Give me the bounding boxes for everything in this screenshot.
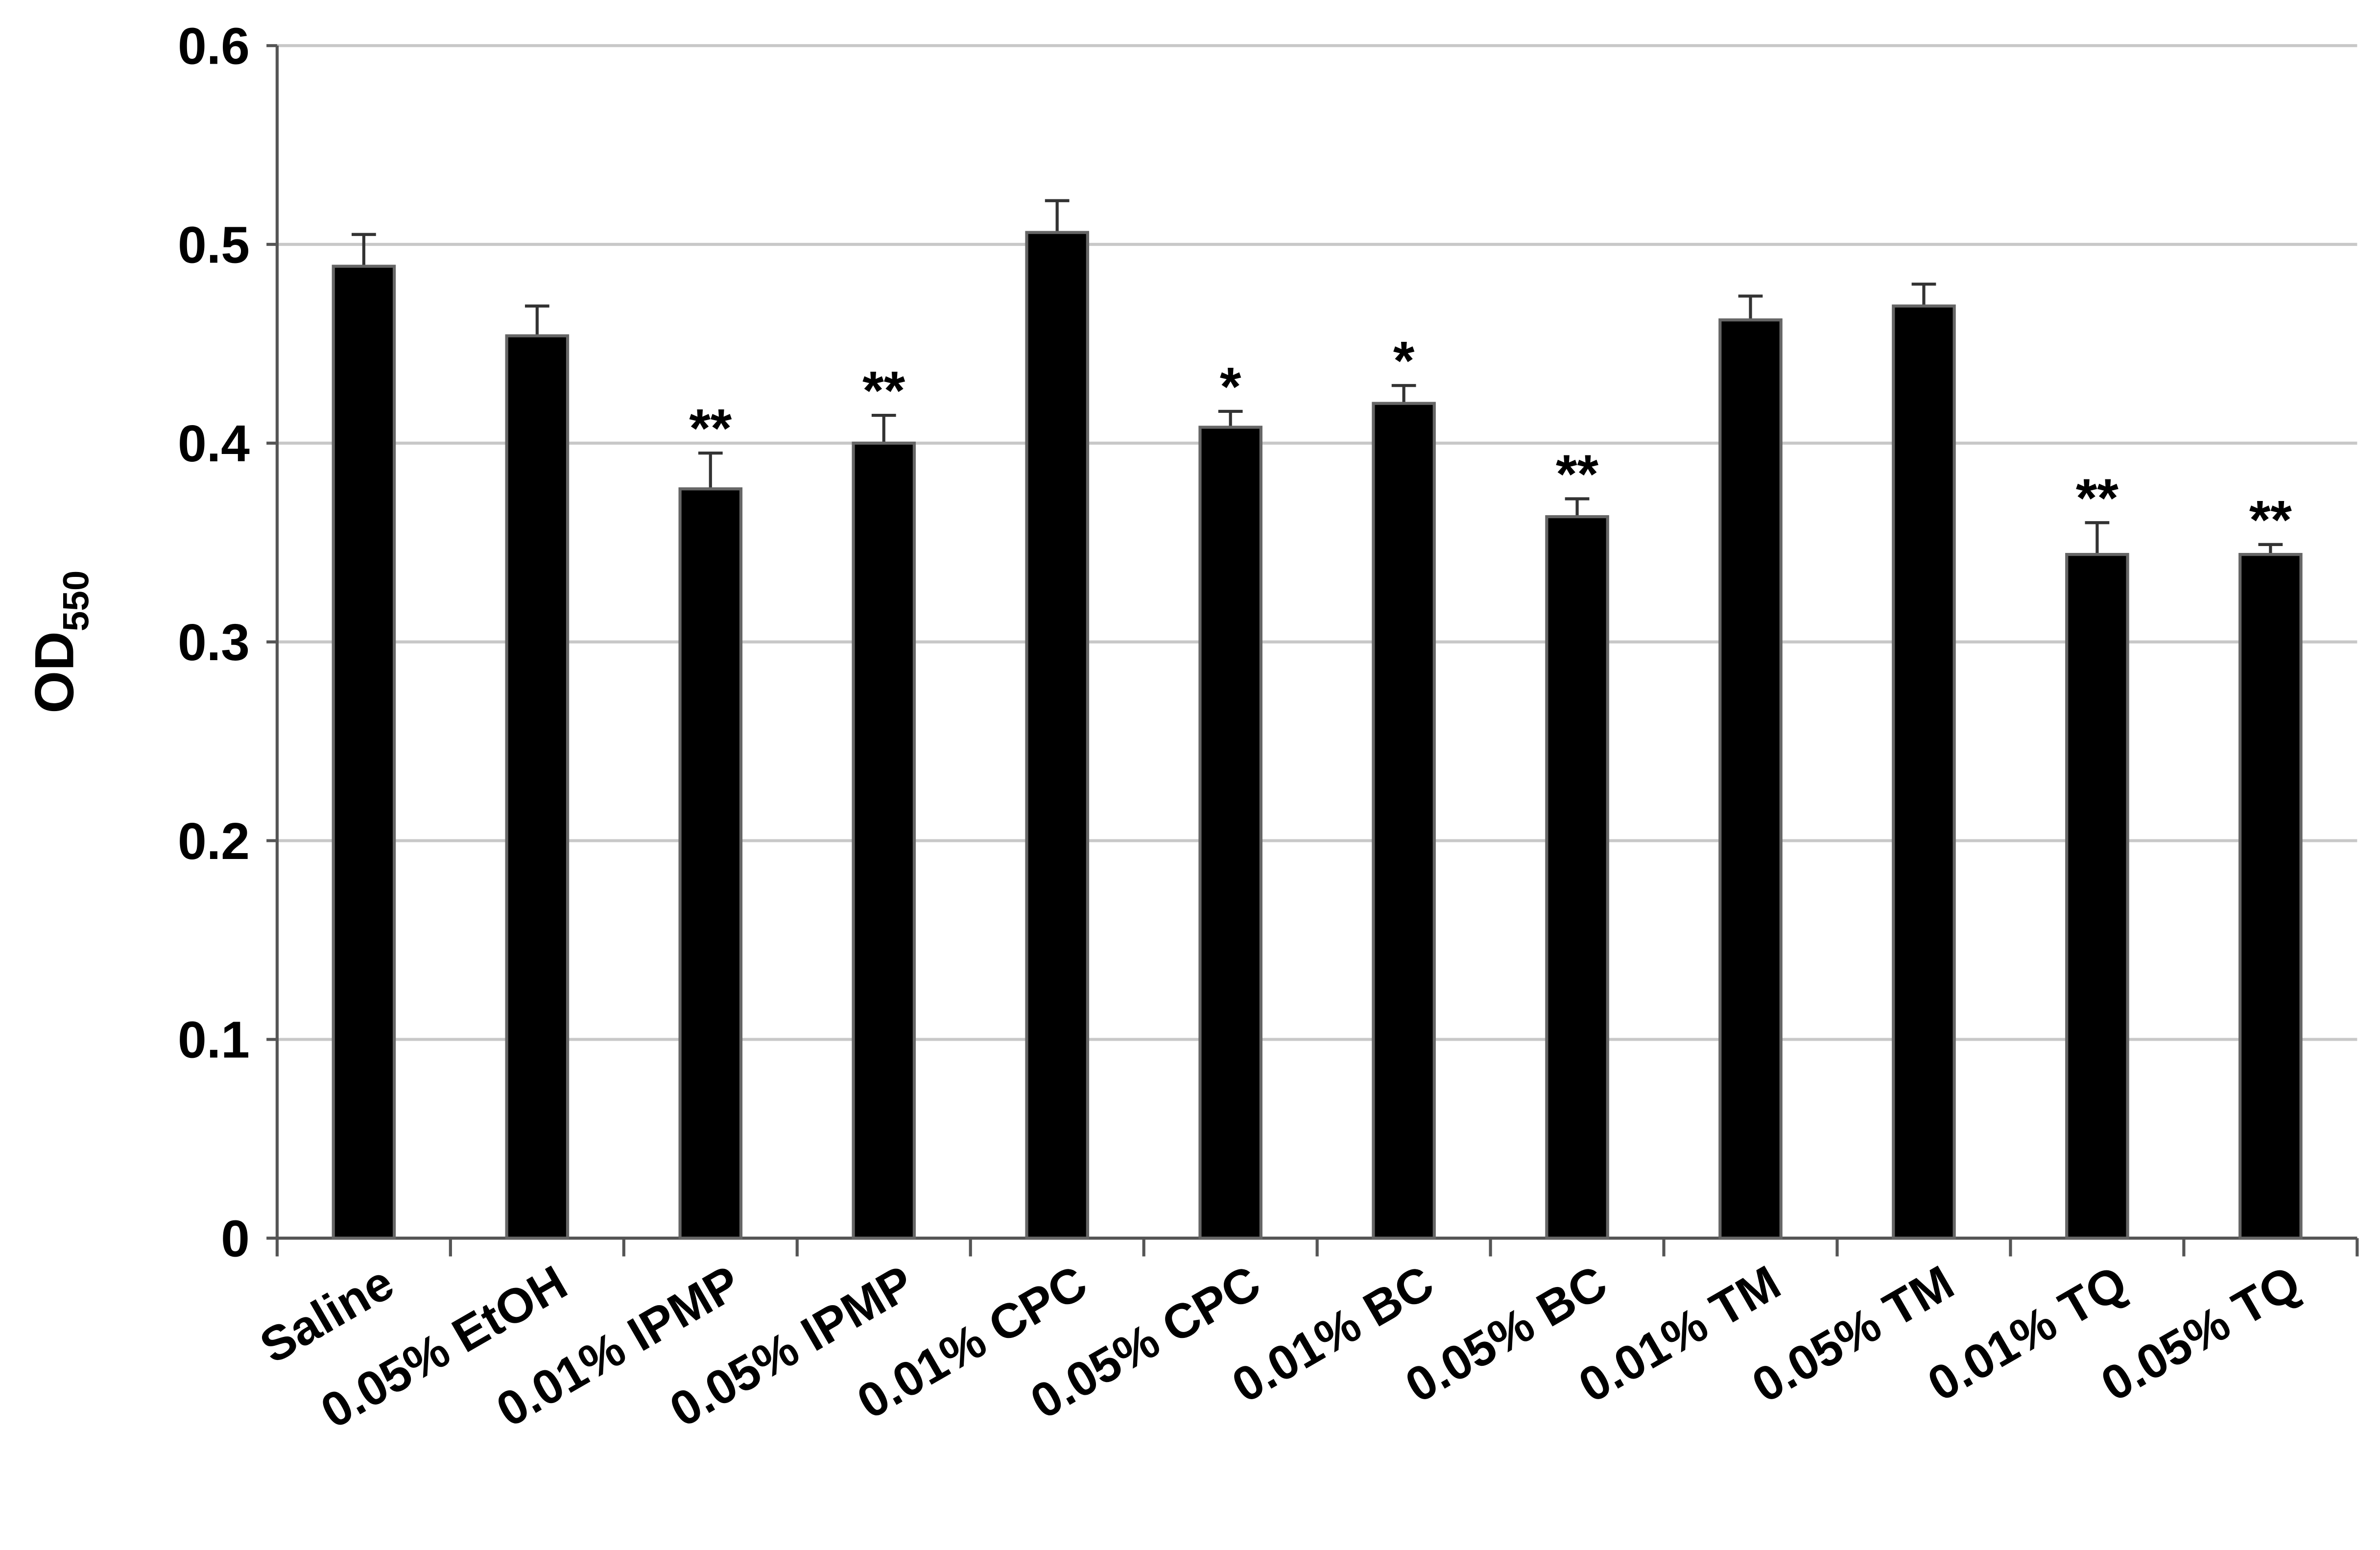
x-tick-label-group: 0.05% TQ [2092, 1255, 2309, 1412]
bar [678, 487, 743, 1240]
x-tick-label: 0.01% TQ [1919, 1255, 2136, 1412]
x-tick-label-group: 0.01% TQ [1919, 1255, 2136, 1412]
significance-label: ** [862, 360, 905, 421]
svg-text:OD550: OD550 [24, 571, 96, 714]
bar [1718, 318, 1783, 1240]
y-tick-label: 0.6 [178, 18, 250, 75]
significance-label: * [1220, 356, 1241, 417]
y-tick-label: 0.4 [178, 415, 250, 473]
x-tick-label: 0.05% TQ [2092, 1255, 2309, 1412]
bar [1372, 402, 1436, 1240]
y-axis-title-text: OD [24, 631, 85, 714]
y-tick-label: 0.5 [178, 216, 250, 274]
bar [1545, 515, 1609, 1240]
significance-label: ** [689, 398, 732, 459]
significance-label: ** [2249, 489, 2292, 550]
y-tick-label: 0.1 [178, 1011, 250, 1069]
y-tick-label: 0.3 [178, 614, 250, 671]
bar [1892, 304, 1956, 1240]
significance-label: * [1393, 330, 1415, 391]
bar [1025, 231, 1090, 1240]
bar [852, 441, 916, 1240]
bar [505, 334, 570, 1240]
significance-label: ** [2076, 467, 2119, 528]
bar [1198, 426, 1262, 1240]
y-axis-title-subscript: 550 [55, 571, 96, 631]
y-tick-label: 0 [221, 1210, 250, 1268]
bar [2065, 553, 2129, 1240]
bar [2238, 553, 2303, 1240]
significance-label: ** [1556, 443, 1599, 504]
y-tick-label: 0.2 [178, 812, 250, 870]
bar [332, 264, 396, 1240]
y-axis-title: OD550 [24, 571, 96, 714]
